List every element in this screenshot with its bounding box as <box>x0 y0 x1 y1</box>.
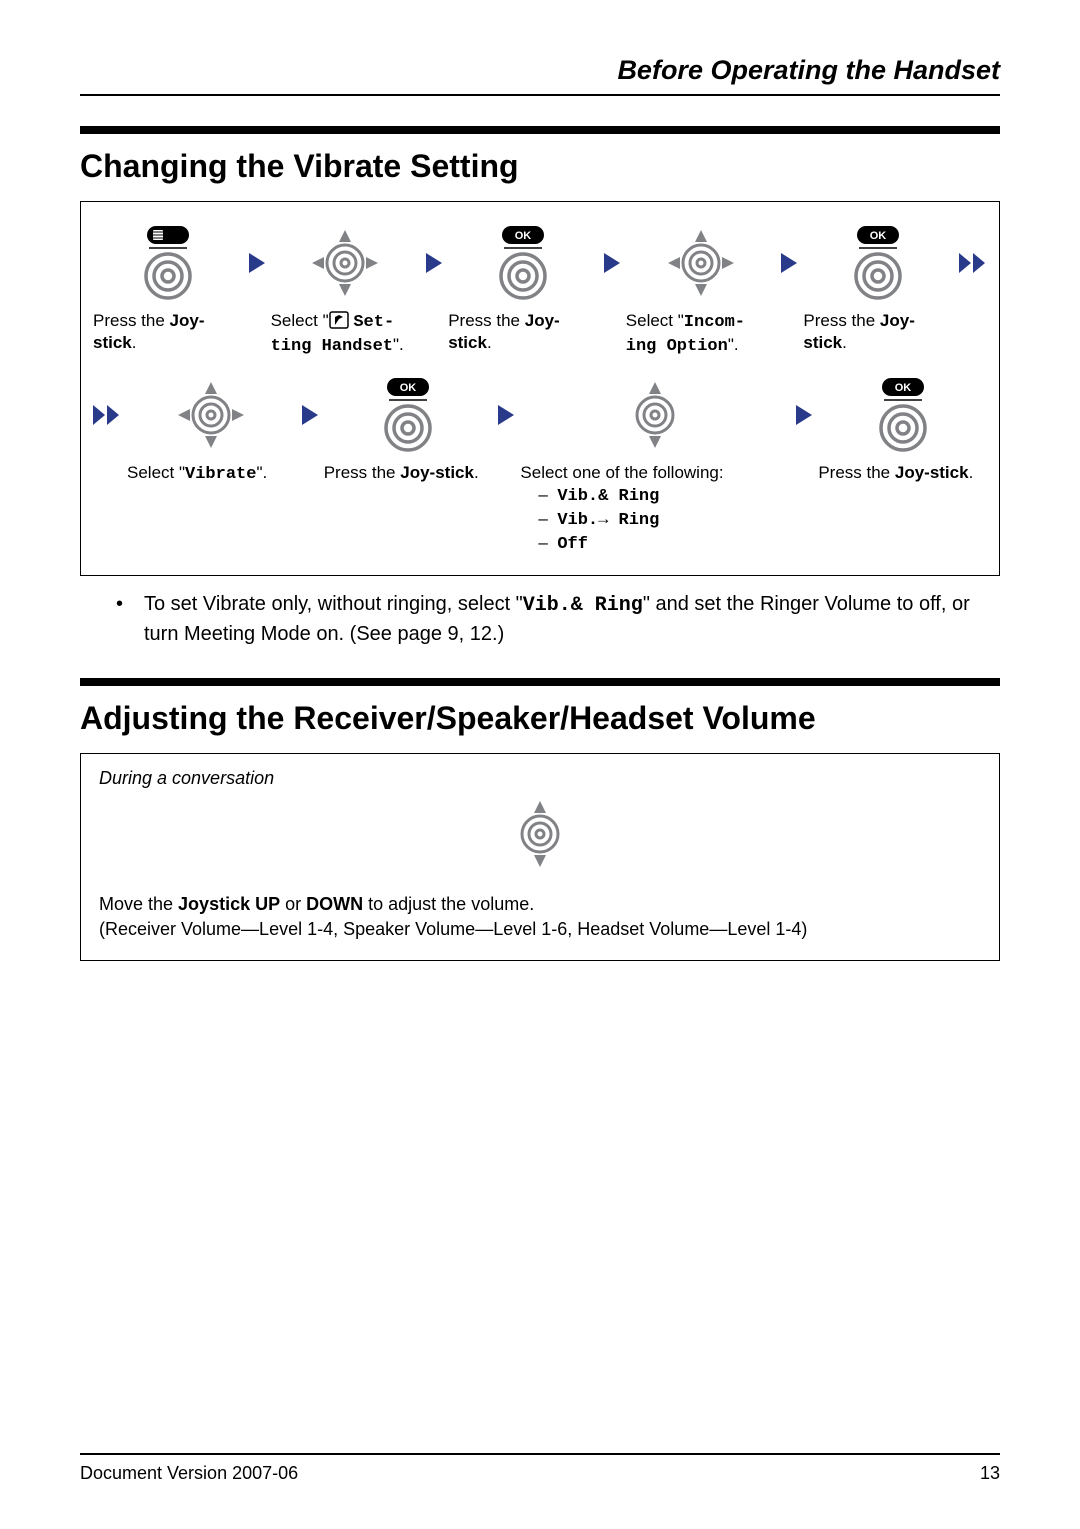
step-caption: Press the Joy-stick. <box>818 462 987 484</box>
menu-joystick-icon <box>139 224 197 302</box>
flow-arrow-icon <box>781 224 797 302</box>
header-rule <box>80 94 1000 96</box>
step-caption: Press the Joy-stick. <box>803 310 953 354</box>
section1-title: Changing the Vibrate Setting <box>80 148 1000 185</box>
volume-instruction: Move the Joystick UP or DOWN to adjust t… <box>99 892 981 942</box>
vibrate-flow-diagram: Press the Joy-stick. <box>80 201 1000 576</box>
svg-text:OK: OK <box>870 230 887 242</box>
joystick-4way-icon <box>666 224 736 302</box>
flow-arrow-icon <box>604 224 620 302</box>
note-bullet: • To set Vibrate only, without ringing, … <box>80 590 1000 648</box>
ok-joystick-icon: OK <box>849 224 907 302</box>
section-divider <box>80 678 1000 686</box>
step-caption: Press the Joy-stick. <box>93 310 243 354</box>
page-header: Before Operating the Handset <box>80 55 1000 86</box>
doc-version: Document Version 2007-06 <box>80 1463 298 1484</box>
flow-continue-icon <box>959 224 987 302</box>
section2-title: Adjusting the Receiver/Speaker/Headset V… <box>80 700 1000 737</box>
flow-arrow-icon <box>796 376 812 454</box>
svg-text:OK: OK <box>894 382 911 394</box>
step-caption: Select "Incom-ing Option". <box>626 310 776 358</box>
joystick-4way-icon <box>176 376 246 454</box>
volume-diagram: During a conversation Move the Joystick … <box>80 753 1000 961</box>
joystick-updown-icon <box>628 376 682 454</box>
step-caption: Select " Set-ting Handset". <box>271 310 421 358</box>
flow-continue-icon <box>93 376 121 454</box>
joystick-4way-icon <box>310 224 380 302</box>
volume-context: During a conversation <box>99 768 981 789</box>
ok-joystick-icon: OK <box>874 376 932 454</box>
step-caption: Press the Joy-stick. <box>448 310 598 354</box>
page-footer: Document Version 2007-06 13 <box>80 1453 1000 1484</box>
ok-joystick-icon: OK <box>494 224 552 302</box>
flow-arrow-icon <box>249 224 265 302</box>
flow-arrow-icon <box>498 376 514 454</box>
ok-joystick-icon: OK <box>379 376 437 454</box>
step-caption: Select "Vibrate". <box>127 462 296 486</box>
flow-arrow-icon <box>426 224 442 302</box>
flow-arrow-icon <box>302 376 318 454</box>
svg-text:OK: OK <box>400 382 417 394</box>
step-caption: Press the Joy-stick. <box>324 462 493 484</box>
section-divider <box>80 126 1000 134</box>
joystick-updown-icon <box>99 799 981 874</box>
svg-text:OK: OK <box>515 230 532 242</box>
step-caption: Select one of the following: – Vib.& Rin… <box>520 462 790 556</box>
page-number: 13 <box>980 1463 1000 1484</box>
